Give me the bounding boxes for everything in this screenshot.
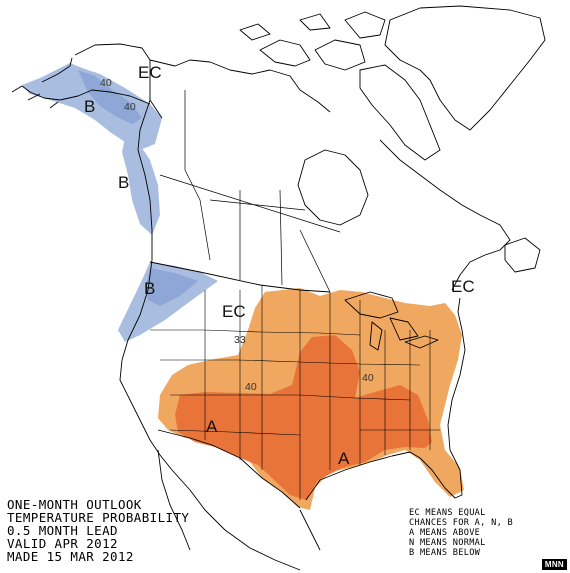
aleutians-outline [11, 85, 59, 109]
contour-label-east-40: 40 [362, 372, 374, 384]
info-line-type: TEMPERATURE PROBABILITY [7, 510, 189, 525]
pacific-nw-below-inner [146, 268, 198, 306]
province-lines [159, 90, 341, 293]
info-line-valid: VALID APR 2012 [7, 536, 118, 551]
west-coast-outline [119, 99, 173, 471]
label-a-southeast: A [338, 449, 350, 468]
labrador-coast-outline [379, 139, 511, 291]
label-a-southwest: A [206, 417, 218, 436]
us-canada-border [149, 261, 331, 293]
baffin-island-outline [359, 64, 441, 161]
map-legend: EC MEANS EQUAL CHANCES FOR A, N, B A MEA… [409, 508, 513, 558]
info-line-lead: 0.5 MONTH LEAD [7, 523, 118, 538]
hudson-bay-outline [297, 149, 369, 226]
contour-label-alaska-40-north: 40 [100, 77, 112, 89]
arctic-islands-outline [239, 11, 386, 71]
credit-badge: MNN [541, 559, 567, 570]
label-b-alaska: B [84, 97, 95, 116]
alaska-below-area [22, 63, 162, 150]
contour-labels: 40 40 33 40 40 [100, 77, 374, 393]
east-coast-outline [447, 297, 466, 451]
contour-label-alaska-40-south: 40 [124, 101, 136, 113]
newfoundland-outline [504, 237, 541, 273]
probability-shading [22, 63, 464, 510]
us-mexico-border [157, 429, 301, 509]
legend-line-below: B MEANS BELOW [409, 548, 481, 558]
gulf-coast-outline [305, 449, 463, 501]
arctic-coast-outline [149, 59, 331, 113]
label-ec-west: EC [222, 302, 246, 321]
region-labels: EC B B B EC EC A A [84, 63, 475, 468]
outlook-info: ONE-MONTH OUTLOOK TEMPERATURE PROBABILIT… [7, 497, 189, 564]
geography-outlines [11, 5, 546, 571]
mexico-outline [157, 449, 321, 571]
label-b-pacific-nw: B [144, 279, 155, 298]
alaska-below-inner [78, 70, 142, 124]
label-ec-alaska: EC [138, 63, 162, 82]
state-lines [150, 285, 440, 500]
contour-label-west-33: 33 [234, 334, 246, 346]
legend-line-chances: CHANCES FOR A, N, B [409, 518, 513, 528]
info-line-made: MADE 15 MAR 2012 [7, 549, 134, 564]
great-lakes-outline [344, 291, 439, 351]
contour-label-central-40: 40 [245, 381, 257, 393]
greenland-outline [384, 5, 546, 131]
legend-line-normal: N MEANS NORMAL [409, 538, 486, 548]
legend-line-above: A MEANS ABOVE [409, 528, 480, 538]
label-ec-east: EC [451, 277, 475, 296]
above-40-area [175, 335, 432, 500]
info-line-title: ONE-MONTH OUTLOOK [7, 497, 142, 512]
legend-line-ec: EC MEANS EQUAL [409, 508, 486, 518]
label-b-bc-coast: B [118, 173, 129, 192]
